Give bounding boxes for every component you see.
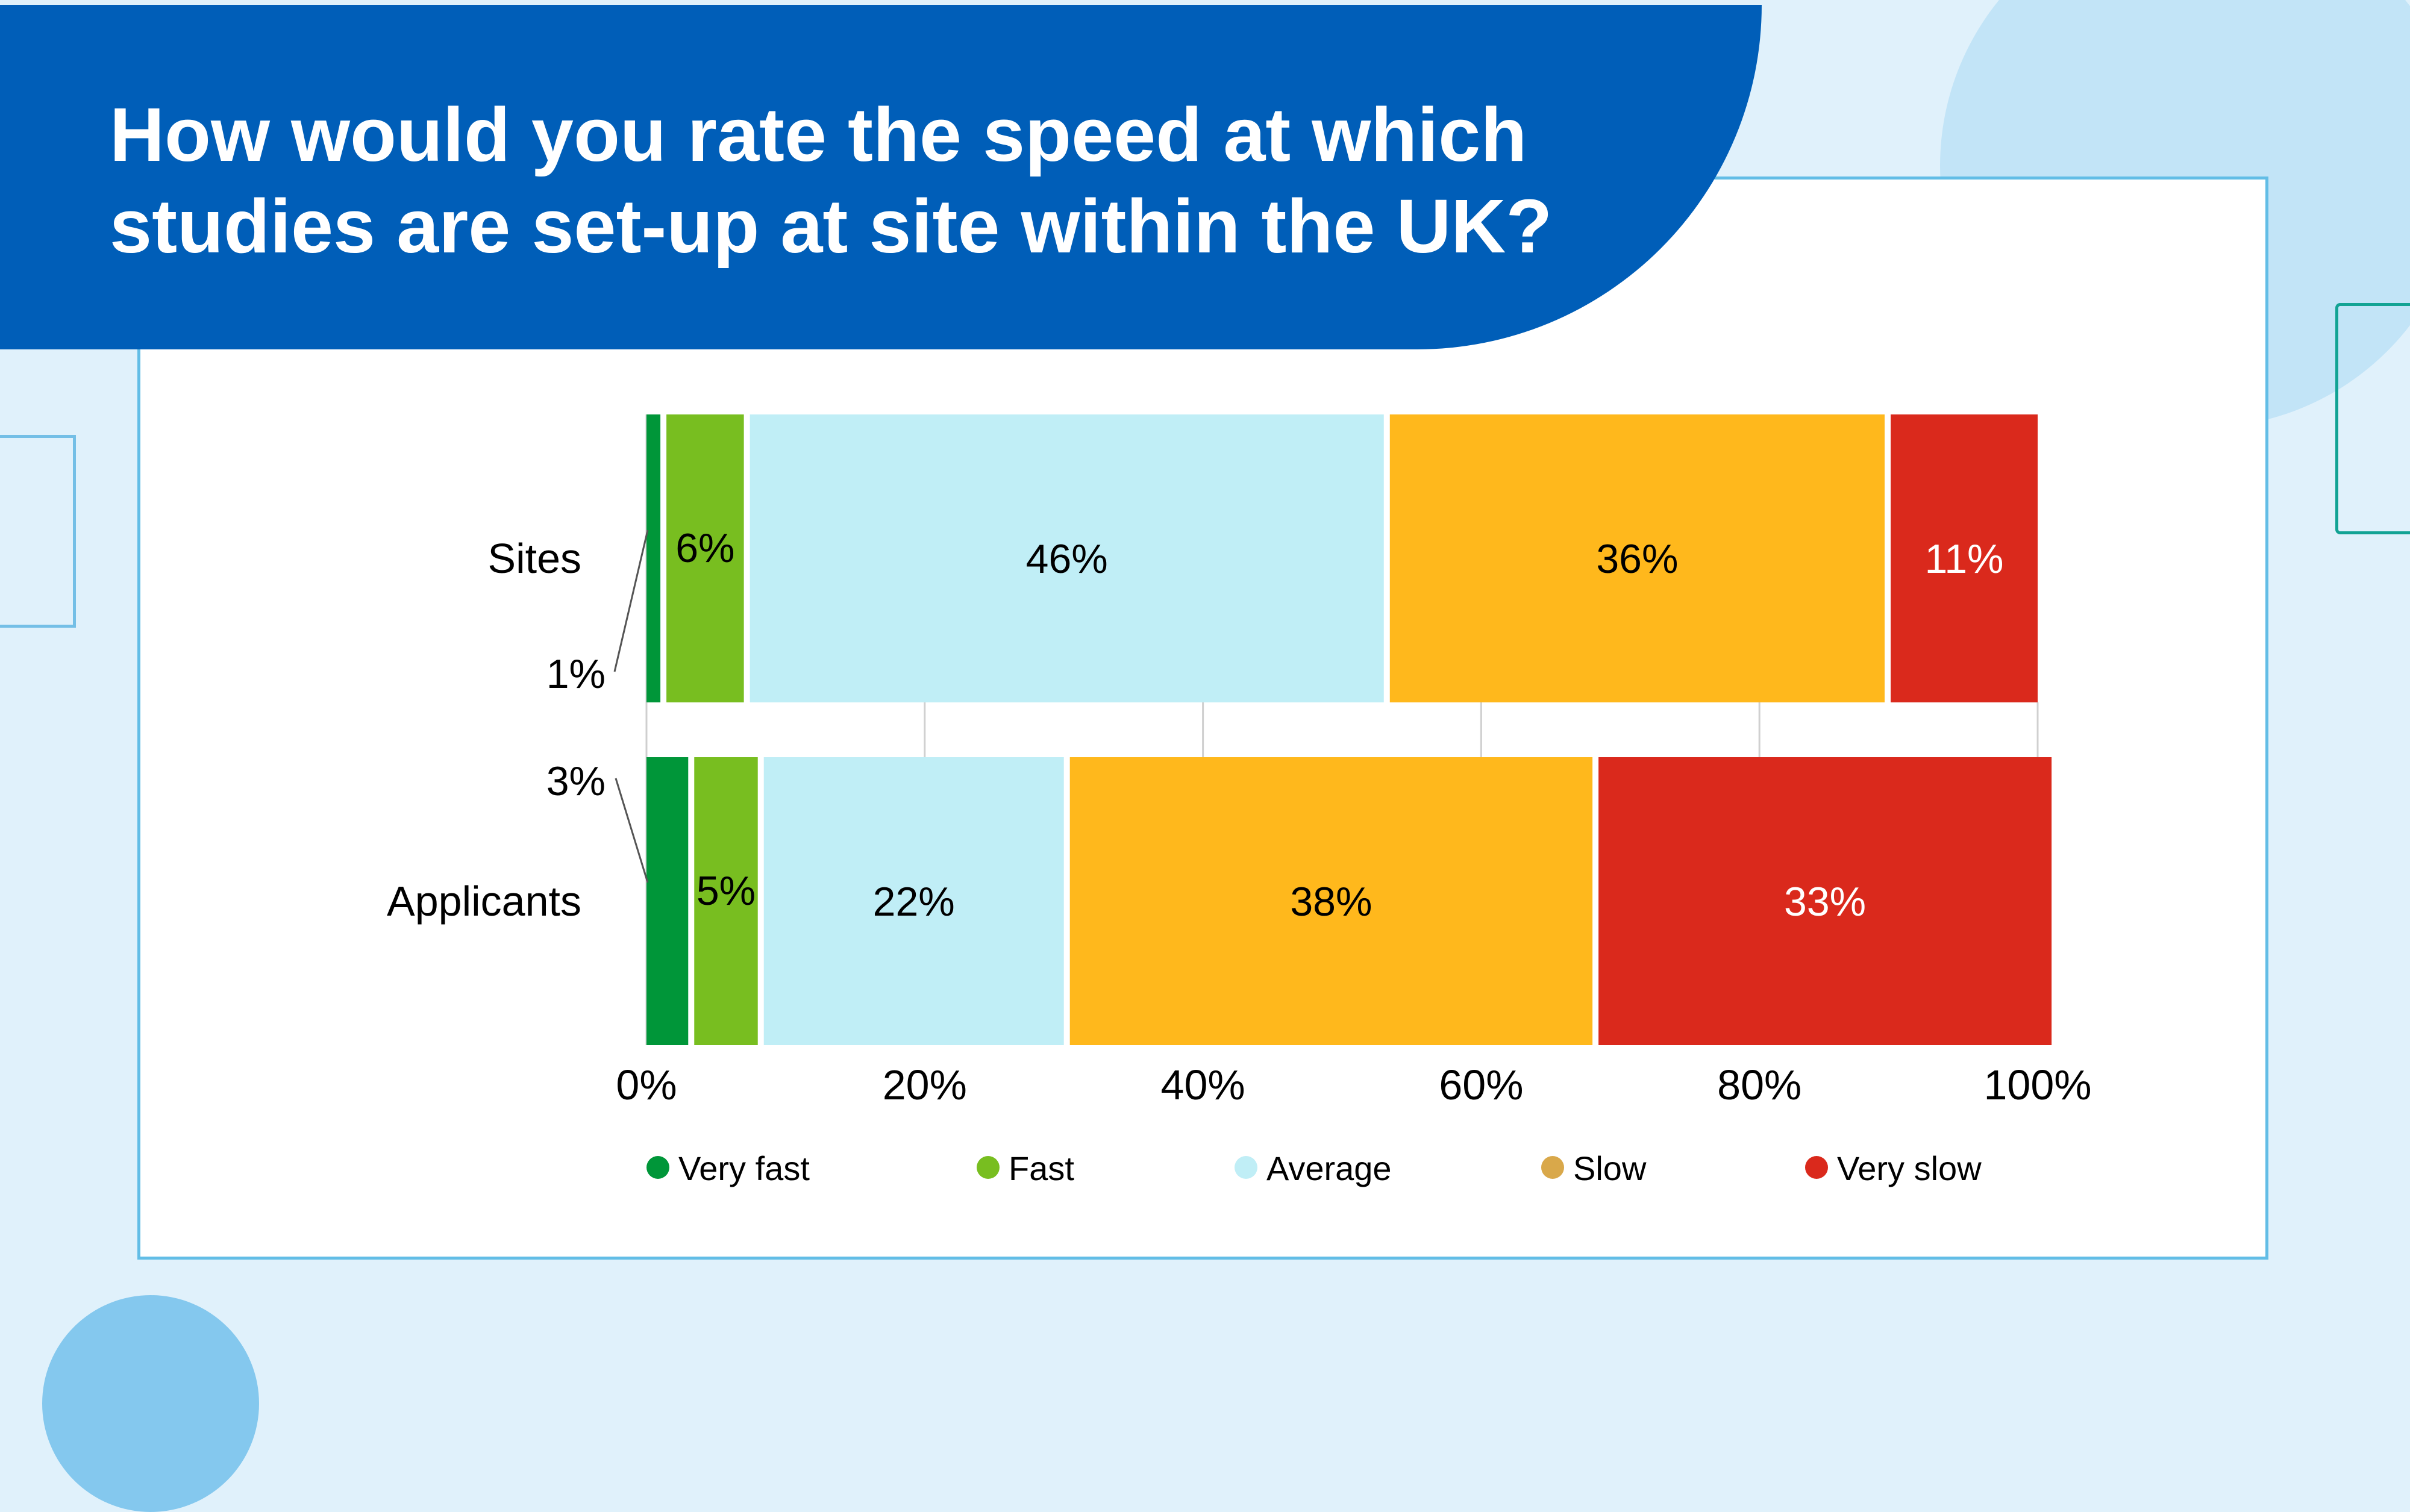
legend-label: Fast <box>1009 1149 1074 1187</box>
legend-label: Very fast <box>678 1149 810 1187</box>
data-label: 5% <box>696 868 756 914</box>
legend-label: Slow <box>1573 1149 1647 1187</box>
x-tick-label: 60% <box>1439 1061 1523 1108</box>
legend-label: Very slow <box>1837 1149 1982 1187</box>
category-label: Applicants <box>387 878 581 925</box>
stacked-bar-chart: 1% 6% 46% 36% 11% Sites 3% 5% 22% 38% 33% Applicant… <box>387 414 2092 1187</box>
data-label: 33% <box>1784 879 1866 925</box>
x-tick-label: 100% <box>1983 1061 2091 1108</box>
bar-segment <box>1598 757 2052 1045</box>
bar-segment <box>646 757 689 1045</box>
title-banner: How would you rate the speed at which st… <box>0 5 1762 349</box>
x-tick-label: 20% <box>883 1061 967 1108</box>
data-label: 1% <box>546 651 606 697</box>
legend-marker <box>646 1156 669 1179</box>
legend-marker <box>977 1156 1000 1179</box>
bar-segment <box>666 414 744 702</box>
data-label: 22% <box>873 879 955 925</box>
legend-marker <box>1805 1156 1828 1179</box>
data-label: 36% <box>1596 536 1678 582</box>
bar-segment <box>1389 414 1885 702</box>
bar-segment <box>646 414 661 702</box>
bar-segment <box>1891 414 2038 702</box>
legend-marker <box>1235 1156 1257 1179</box>
decorative-frame-left <box>0 435 76 628</box>
data-label: 11% <box>1924 536 2003 582</box>
x-tick-label: 80% <box>1717 1061 1801 1108</box>
leader-line <box>613 530 649 672</box>
bar-segment <box>1069 757 1593 1045</box>
legend-label: Average <box>1266 1149 1392 1187</box>
page-title: How would you rate the speed at which st… <box>110 92 1553 269</box>
data-label: 46% <box>1026 536 1108 582</box>
x-tick-label: 40% <box>1161 1061 1245 1108</box>
data-label: 6% <box>675 525 734 571</box>
category-label: Sites <box>487 535 581 582</box>
decorative-frame-right <box>2335 303 2410 534</box>
bar-segment <box>763 757 1064 1045</box>
leader-line <box>615 778 649 883</box>
x-tick-label: 0% <box>616 1061 677 1108</box>
data-label: 3% <box>546 758 606 804</box>
bar-segment <box>750 414 1384 702</box>
legend-marker <box>1541 1156 1564 1179</box>
data-label: 38% <box>1290 879 1372 925</box>
bar-segment <box>694 757 758 1045</box>
